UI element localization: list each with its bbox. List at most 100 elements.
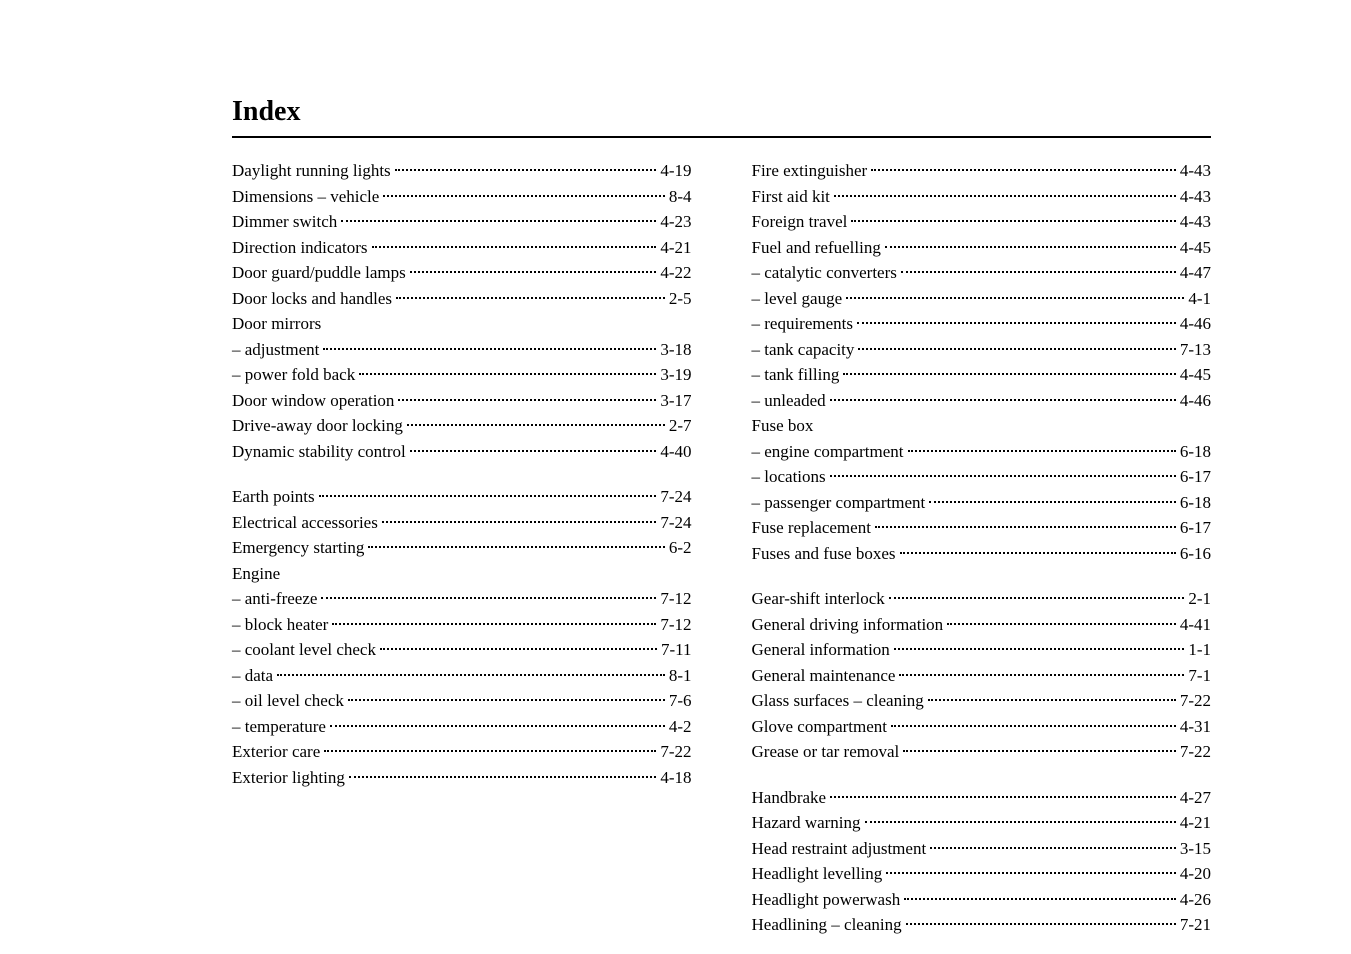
entry-label: General information xyxy=(752,637,890,663)
dot-leader xyxy=(830,399,1176,401)
dot-leader xyxy=(380,648,657,650)
entry-label: Earth points xyxy=(232,484,315,510)
entry-page: 4-47 xyxy=(1180,260,1211,286)
entry-label: – oil level check xyxy=(232,688,344,714)
entry-page: 7-24 xyxy=(660,510,691,536)
dot-leader xyxy=(323,348,656,350)
entry-page: 4-46 xyxy=(1180,388,1211,414)
dot-leader xyxy=(341,220,656,222)
index-entry: – anti-freeze7-12 xyxy=(232,586,692,612)
index-entry: Direction indicators 4-21 xyxy=(232,235,692,261)
index-entry: Fire extinguisher4-43 xyxy=(752,158,1212,184)
entry-label: Dimensions – vehicle xyxy=(232,184,379,210)
dot-leader xyxy=(903,750,1176,752)
dot-leader xyxy=(843,373,1176,375)
entry-page: 7-24 xyxy=(660,484,691,510)
dot-leader xyxy=(398,399,656,401)
entry-label: – requirements xyxy=(752,311,854,337)
entry-label: – power fold back xyxy=(232,362,355,388)
entry-page: 3-19 xyxy=(660,362,691,388)
entry-page: 4-27 xyxy=(1180,785,1211,811)
index-entry: – power fold back 3-19 xyxy=(232,362,692,388)
entry-page: 3-17 xyxy=(660,388,691,414)
dot-leader xyxy=(396,297,665,299)
entry-label: Exterior lighting xyxy=(232,765,345,791)
index-entry: Headlight levelling4-20 xyxy=(752,861,1212,887)
dot-leader xyxy=(857,322,1176,324)
entry-label: Head restraint adjustment xyxy=(752,836,927,862)
entry-label: Fuse replacement xyxy=(752,515,871,541)
left-column: Daylight running lights4-19Dimensions – … xyxy=(232,158,692,938)
entry-label: – catalytic converters xyxy=(752,260,897,286)
entry-label: – block heater xyxy=(232,612,328,638)
entry-label: Exterior care xyxy=(232,739,320,765)
index-entry: Handbrake4-27 xyxy=(752,785,1212,811)
entry-label: Door window operation xyxy=(232,388,394,414)
entry-label: Drive-away door locking xyxy=(232,413,403,439)
index-entry: Foreign travel4-43 xyxy=(752,209,1212,235)
entry-label: Door locks and handles xyxy=(232,286,392,312)
group-spacer xyxy=(752,566,1212,586)
entry-page: 6-17 xyxy=(1180,464,1211,490)
index-entry: – tank filling4-45 xyxy=(752,362,1212,388)
entry-label: Direction indicators xyxy=(232,235,368,261)
dot-leader xyxy=(908,450,1176,452)
title-rule xyxy=(232,136,1211,138)
entry-label: – adjustment xyxy=(232,337,319,363)
index-entry: Door locks and handles2-5 xyxy=(232,286,692,312)
entry-page: 4-43 xyxy=(1180,158,1211,184)
dot-leader xyxy=(830,796,1176,798)
entry-page: 2-1 xyxy=(1188,586,1211,612)
entry-label: – engine compartment xyxy=(752,439,904,465)
entry-label: Door guard/puddle lamps xyxy=(232,260,406,286)
index-entry: Headlight powerwash4-26 xyxy=(752,887,1212,913)
entry-label: Door mirrors xyxy=(232,311,321,337)
index-entry: General driving information4-41 xyxy=(752,612,1212,638)
dot-leader xyxy=(368,546,664,548)
entry-page: 4-43 xyxy=(1180,184,1211,210)
index-entry: Glove compartment4-31 xyxy=(752,714,1212,740)
dot-leader xyxy=(410,271,657,273)
index-entry: Headlining – cleaning7-21 xyxy=(752,912,1212,938)
dot-leader xyxy=(891,725,1176,727)
index-entry: Earth points 7-24 xyxy=(232,484,692,510)
entry-label: Dynamic stability control xyxy=(232,439,406,465)
index-entry: – coolant level check7-11 xyxy=(232,637,692,663)
dot-leader xyxy=(382,521,657,523)
entry-page: 3-18 xyxy=(660,337,691,363)
entry-page: 4-21 xyxy=(660,235,691,261)
entry-page: 1-1 xyxy=(1188,637,1211,663)
dot-leader xyxy=(858,348,1175,350)
dot-leader xyxy=(947,623,1176,625)
index-entry: Gear-shift interlock2-1 xyxy=(752,586,1212,612)
entry-label: Fuel and refuelling xyxy=(752,235,881,261)
entry-page: 7-22 xyxy=(1180,688,1211,714)
dot-leader xyxy=(906,923,1176,925)
index-entry: Electrical accessories7-24 xyxy=(232,510,692,536)
index-entry: Exterior lighting4-18 xyxy=(232,765,692,791)
index-entry: – block heater7-12 xyxy=(232,612,692,638)
entry-label: Fuse box xyxy=(752,413,814,439)
entry-page: 4-19 xyxy=(660,158,691,184)
index-entry: Daylight running lights4-19 xyxy=(232,158,692,184)
entry-page: 4-2 xyxy=(669,714,692,740)
index-page: Index Daylight running lights4-19Dimensi… xyxy=(0,0,1351,954)
index-entry: Dynamic stability control 4-40 xyxy=(232,439,692,465)
dot-leader xyxy=(359,373,656,375)
dot-leader xyxy=(899,674,1184,676)
entry-label: – passenger compartment xyxy=(752,490,926,516)
page-title: Index xyxy=(232,96,1211,128)
dot-leader xyxy=(834,195,1176,197)
entry-label: – coolant level check xyxy=(232,637,376,663)
group-spacer xyxy=(232,464,692,484)
entry-page: 4-40 xyxy=(660,439,691,465)
index-entry: – engine compartment6-18 xyxy=(752,439,1212,465)
index-entry: Emergency starting6-2 xyxy=(232,535,692,561)
dot-leader xyxy=(372,246,657,248)
entry-page: 6-17 xyxy=(1180,515,1211,541)
entry-page: 6-18 xyxy=(1180,490,1211,516)
index-entry: – passenger compartment 6-18 xyxy=(752,490,1212,516)
index-entry: Glass surfaces – cleaning7-22 xyxy=(752,688,1212,714)
index-entry: Dimensions – vehicle8-4 xyxy=(232,184,692,210)
index-entry: Dimmer switch4-23 xyxy=(232,209,692,235)
